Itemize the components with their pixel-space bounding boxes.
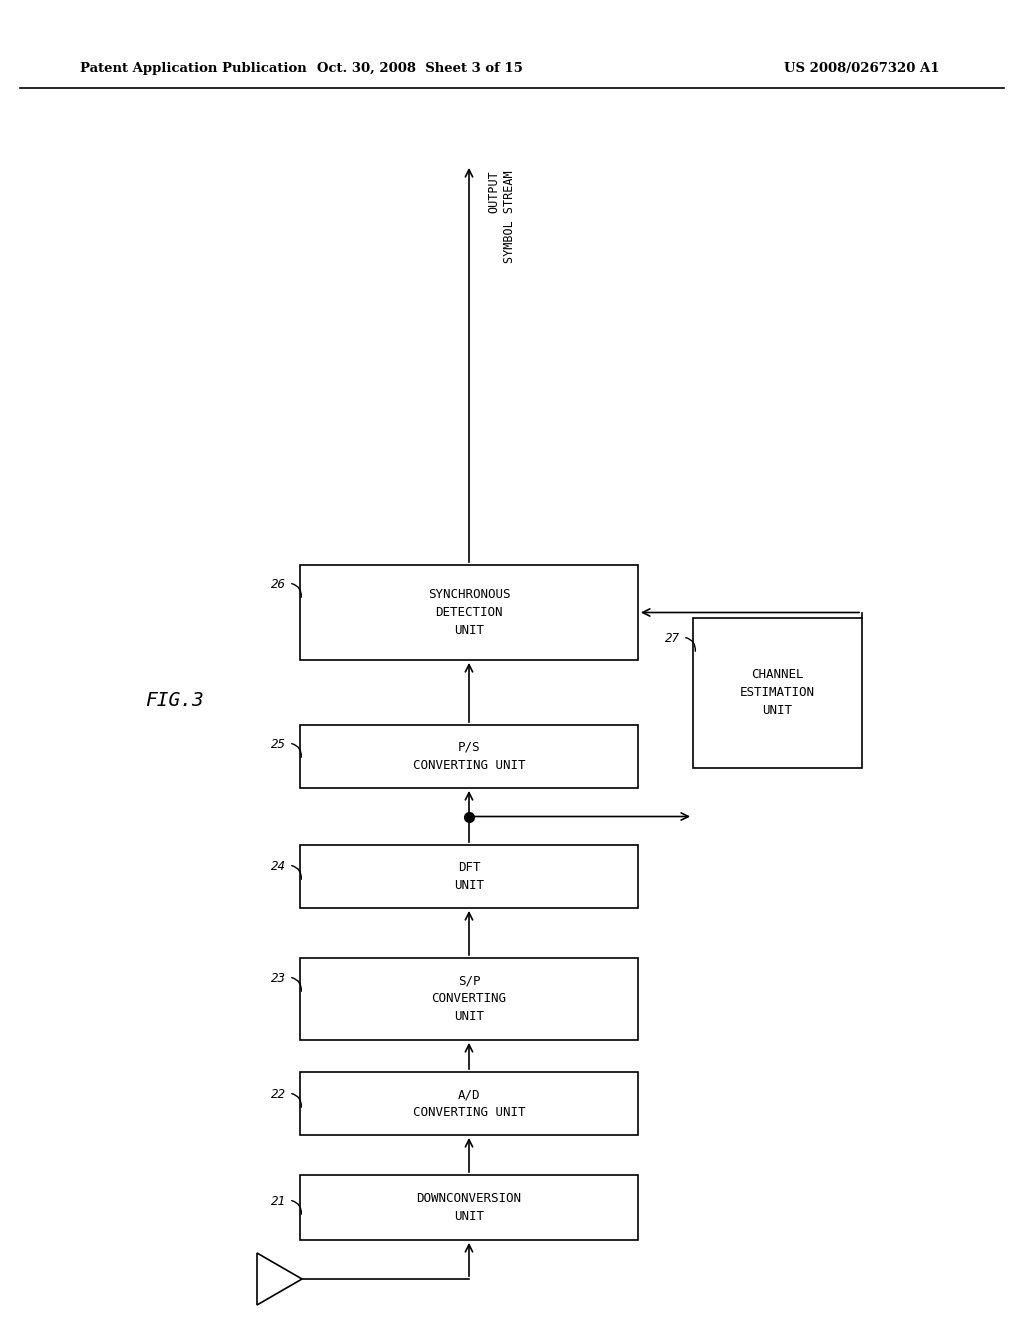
Text: 23: 23 [271,972,286,985]
Text: OUTPUT: OUTPUT [487,170,500,213]
Bar [300,1072,638,1135]
Text: SYMBOL STREAM: SYMBOL STREAM [503,170,516,263]
Text: Oct. 30, 2008  Sheet 3 of 15: Oct. 30, 2008 Sheet 3 of 15 [317,62,523,75]
Text: 26: 26 [271,578,286,591]
Bar [300,845,638,908]
Text: FIG.3: FIG.3 [145,690,204,710]
Text: 22: 22 [271,1088,286,1101]
Bar [300,725,638,788]
Text: DFT
UNIT: DFT UNIT [454,861,484,892]
Text: CHANNEL
ESTIMATION
UNIT: CHANNEL ESTIMATION UNIT [740,668,815,718]
Text: SYNCHRONOUS
DETECTION
UNIT: SYNCHRONOUS DETECTION UNIT [428,587,510,638]
Text: A/D
CONVERTING UNIT: A/D CONVERTING UNIT [413,1088,525,1119]
Bar [300,958,638,1040]
Text: 21: 21 [271,1195,286,1208]
Text: S/P
CONVERTING
UNIT: S/P CONVERTING UNIT [431,974,507,1023]
Text: 25: 25 [271,738,286,751]
Text: US 2008/0267320 A1: US 2008/0267320 A1 [784,62,940,75]
Text: 27: 27 [665,632,680,645]
Bar [693,618,862,768]
Text: 24: 24 [271,861,286,873]
Text: Patent Application Publication: Patent Application Publication [80,62,307,75]
Text: DOWNCONVERSION
UNIT: DOWNCONVERSION UNIT [417,1192,521,1224]
Bar [300,565,638,660]
Text: P/S
CONVERTING UNIT: P/S CONVERTING UNIT [413,741,525,772]
Bar [300,1175,638,1239]
